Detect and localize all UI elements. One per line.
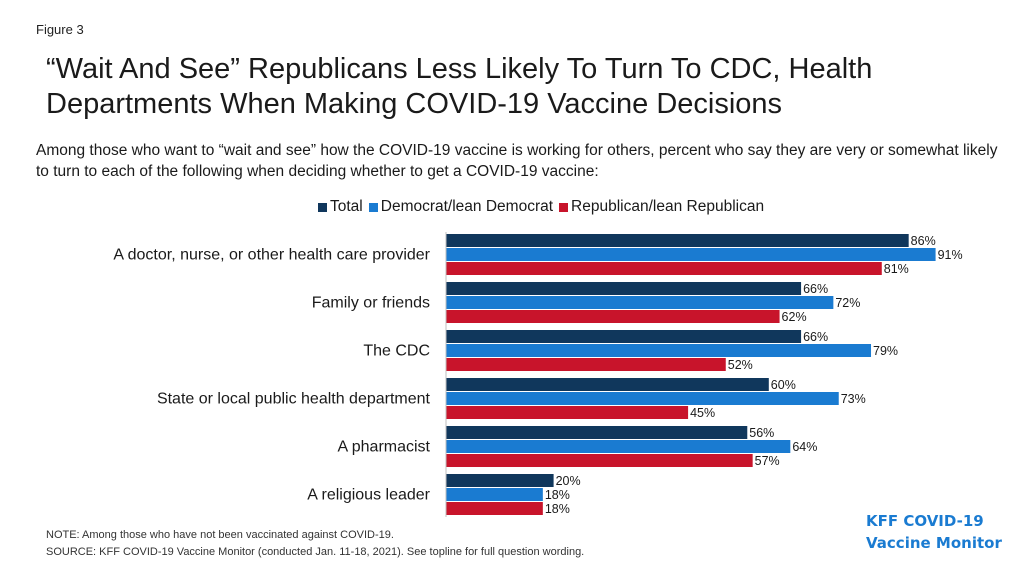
legend-swatch-republican	[559, 202, 569, 212]
value-label-democrat-0: 91%	[938, 248, 963, 262]
legend-label-total: Total	[330, 198, 363, 215]
value-label-republican-1: 62%	[782, 310, 807, 324]
bar-republican-1	[446, 310, 780, 323]
chart-subtitle: Among those who want to “wait and see” h…	[36, 142, 998, 180]
category-label-3: State or local public health department	[157, 391, 431, 408]
value-label-democrat-5: 18%	[545, 488, 570, 502]
value-label-total-5: 20%	[556, 474, 581, 488]
value-label-republican-3: 45%	[690, 406, 715, 420]
legend-item-democrat: Democrat/lean Democrat	[368, 198, 554, 216]
legend-label-republican: Republican/lean Republican	[571, 198, 765, 215]
bar-republican-4	[446, 454, 753, 467]
bar-democrat-3	[446, 392, 839, 405]
value-label-republican-2: 52%	[728, 358, 753, 372]
chart-legend: Total Democrat/lean Democrat Republican/…	[318, 198, 770, 216]
value-label-republican-4: 57%	[755, 454, 780, 468]
figure-label: Figure 3	[36, 22, 84, 37]
value-label-total-4: 56%	[749, 426, 774, 440]
kff-logo: KFF COVID-19 Vaccine Monitor	[866, 510, 1006, 554]
chart-title: “Wait And See” Republicans Less Likely T…	[46, 53, 873, 120]
bar-democrat-2	[446, 344, 872, 357]
category-label-0: A doctor, nurse, or other health care pr…	[113, 247, 430, 264]
logo-line-2: Vaccine Monitor	[866, 534, 1002, 552]
value-label-democrat-4: 64%	[792, 440, 817, 454]
bar-total-1	[446, 282, 802, 295]
bar-total-4	[446, 426, 748, 439]
bar-total-3	[446, 378, 769, 391]
legend-item-total: Total	[318, 198, 363, 216]
value-label-democrat-1: 72%	[835, 296, 860, 310]
bar-total-0	[446, 234, 909, 247]
legend-item-republican: Republican/lean Republican	[559, 198, 764, 216]
category-label-1: Family or friends	[312, 295, 430, 312]
value-label-total-3: 60%	[771, 378, 796, 392]
bar-democrat-4	[446, 440, 791, 453]
bar-democrat-1	[446, 296, 834, 309]
bar-republican-2	[446, 358, 726, 371]
category-label-2: The CDC	[363, 343, 430, 360]
logo-line-1: KFF COVID-19	[866, 512, 984, 530]
value-label-republican-0: 81%	[884, 262, 909, 276]
category-label-5: A religious leader	[307, 487, 430, 504]
source-note: SOURCE: KFF COVID-19 Vaccine Monitor (co…	[46, 546, 585, 558]
bar-republican-3	[446, 406, 689, 419]
legend-label-democrat: Democrat/lean Democrat	[380, 198, 554, 215]
bar-total-2	[446, 330, 802, 343]
value-label-republican-5: 18%	[545, 502, 570, 516]
bar-total-5	[446, 474, 554, 487]
category-label-4: A pharmacist	[338, 439, 431, 456]
bar-democrat-5	[446, 488, 543, 501]
footnote: NOTE: Among those who have not been vacc…	[46, 529, 394, 541]
value-label-total-0: 86%	[911, 234, 936, 248]
bar-republican-5	[446, 502, 543, 515]
legend-swatch-democrat	[368, 202, 378, 212]
value-label-total-1: 66%	[803, 282, 828, 296]
value-label-total-2: 66%	[803, 330, 828, 344]
bar-democrat-0	[446, 248, 936, 261]
value-label-democrat-3: 73%	[841, 392, 866, 406]
value-label-democrat-2: 79%	[873, 344, 898, 358]
bar-republican-0	[446, 262, 882, 275]
legend-swatch-total	[318, 202, 327, 212]
